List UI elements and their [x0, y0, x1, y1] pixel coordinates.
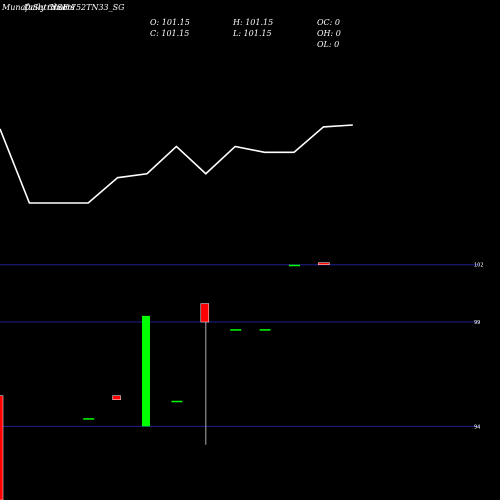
candle-body	[171, 400, 183, 403]
site-watermark-b: Daily Charts	[24, 3, 75, 12]
high-value: H: 101.15	[233, 18, 274, 27]
open-low-diff: OL: 0	[317, 40, 340, 49]
close-value: C: 101.15	[150, 29, 190, 38]
open-close-diff: OC: 0	[317, 18, 341, 27]
low-value: L: 101.15	[233, 29, 272, 38]
close-line-series	[0, 124, 353, 204]
candle-body	[289, 264, 300, 267]
candle-body	[200, 303, 210, 323]
candle-body	[230, 329, 242, 331]
candle-body	[259, 329, 271, 331]
candle-body	[318, 262, 330, 265]
y-axis-ticks: 102 99 94	[474, 263, 484, 431]
y-tick-label: 94	[474, 424, 480, 430]
site-watermark-a: MunafaSutra.com	[2, 3, 75, 12]
y-tick-label: 102	[474, 263, 484, 269]
candle-body	[83, 418, 95, 420]
open-value: O: 101.15	[150, 18, 190, 27]
candle-body	[0, 395, 4, 500]
candle-body	[112, 395, 121, 401]
candlestick-series	[0, 262, 330, 500]
y-tick-label: 99	[474, 320, 480, 326]
open-high-diff: OH: 0	[317, 29, 341, 38]
symbol-label: NSE 752TN33_SG	[50, 3, 125, 12]
close-line	[0, 124, 353, 204]
candle-body	[142, 315, 150, 427]
gridlines	[0, 264, 480, 427]
